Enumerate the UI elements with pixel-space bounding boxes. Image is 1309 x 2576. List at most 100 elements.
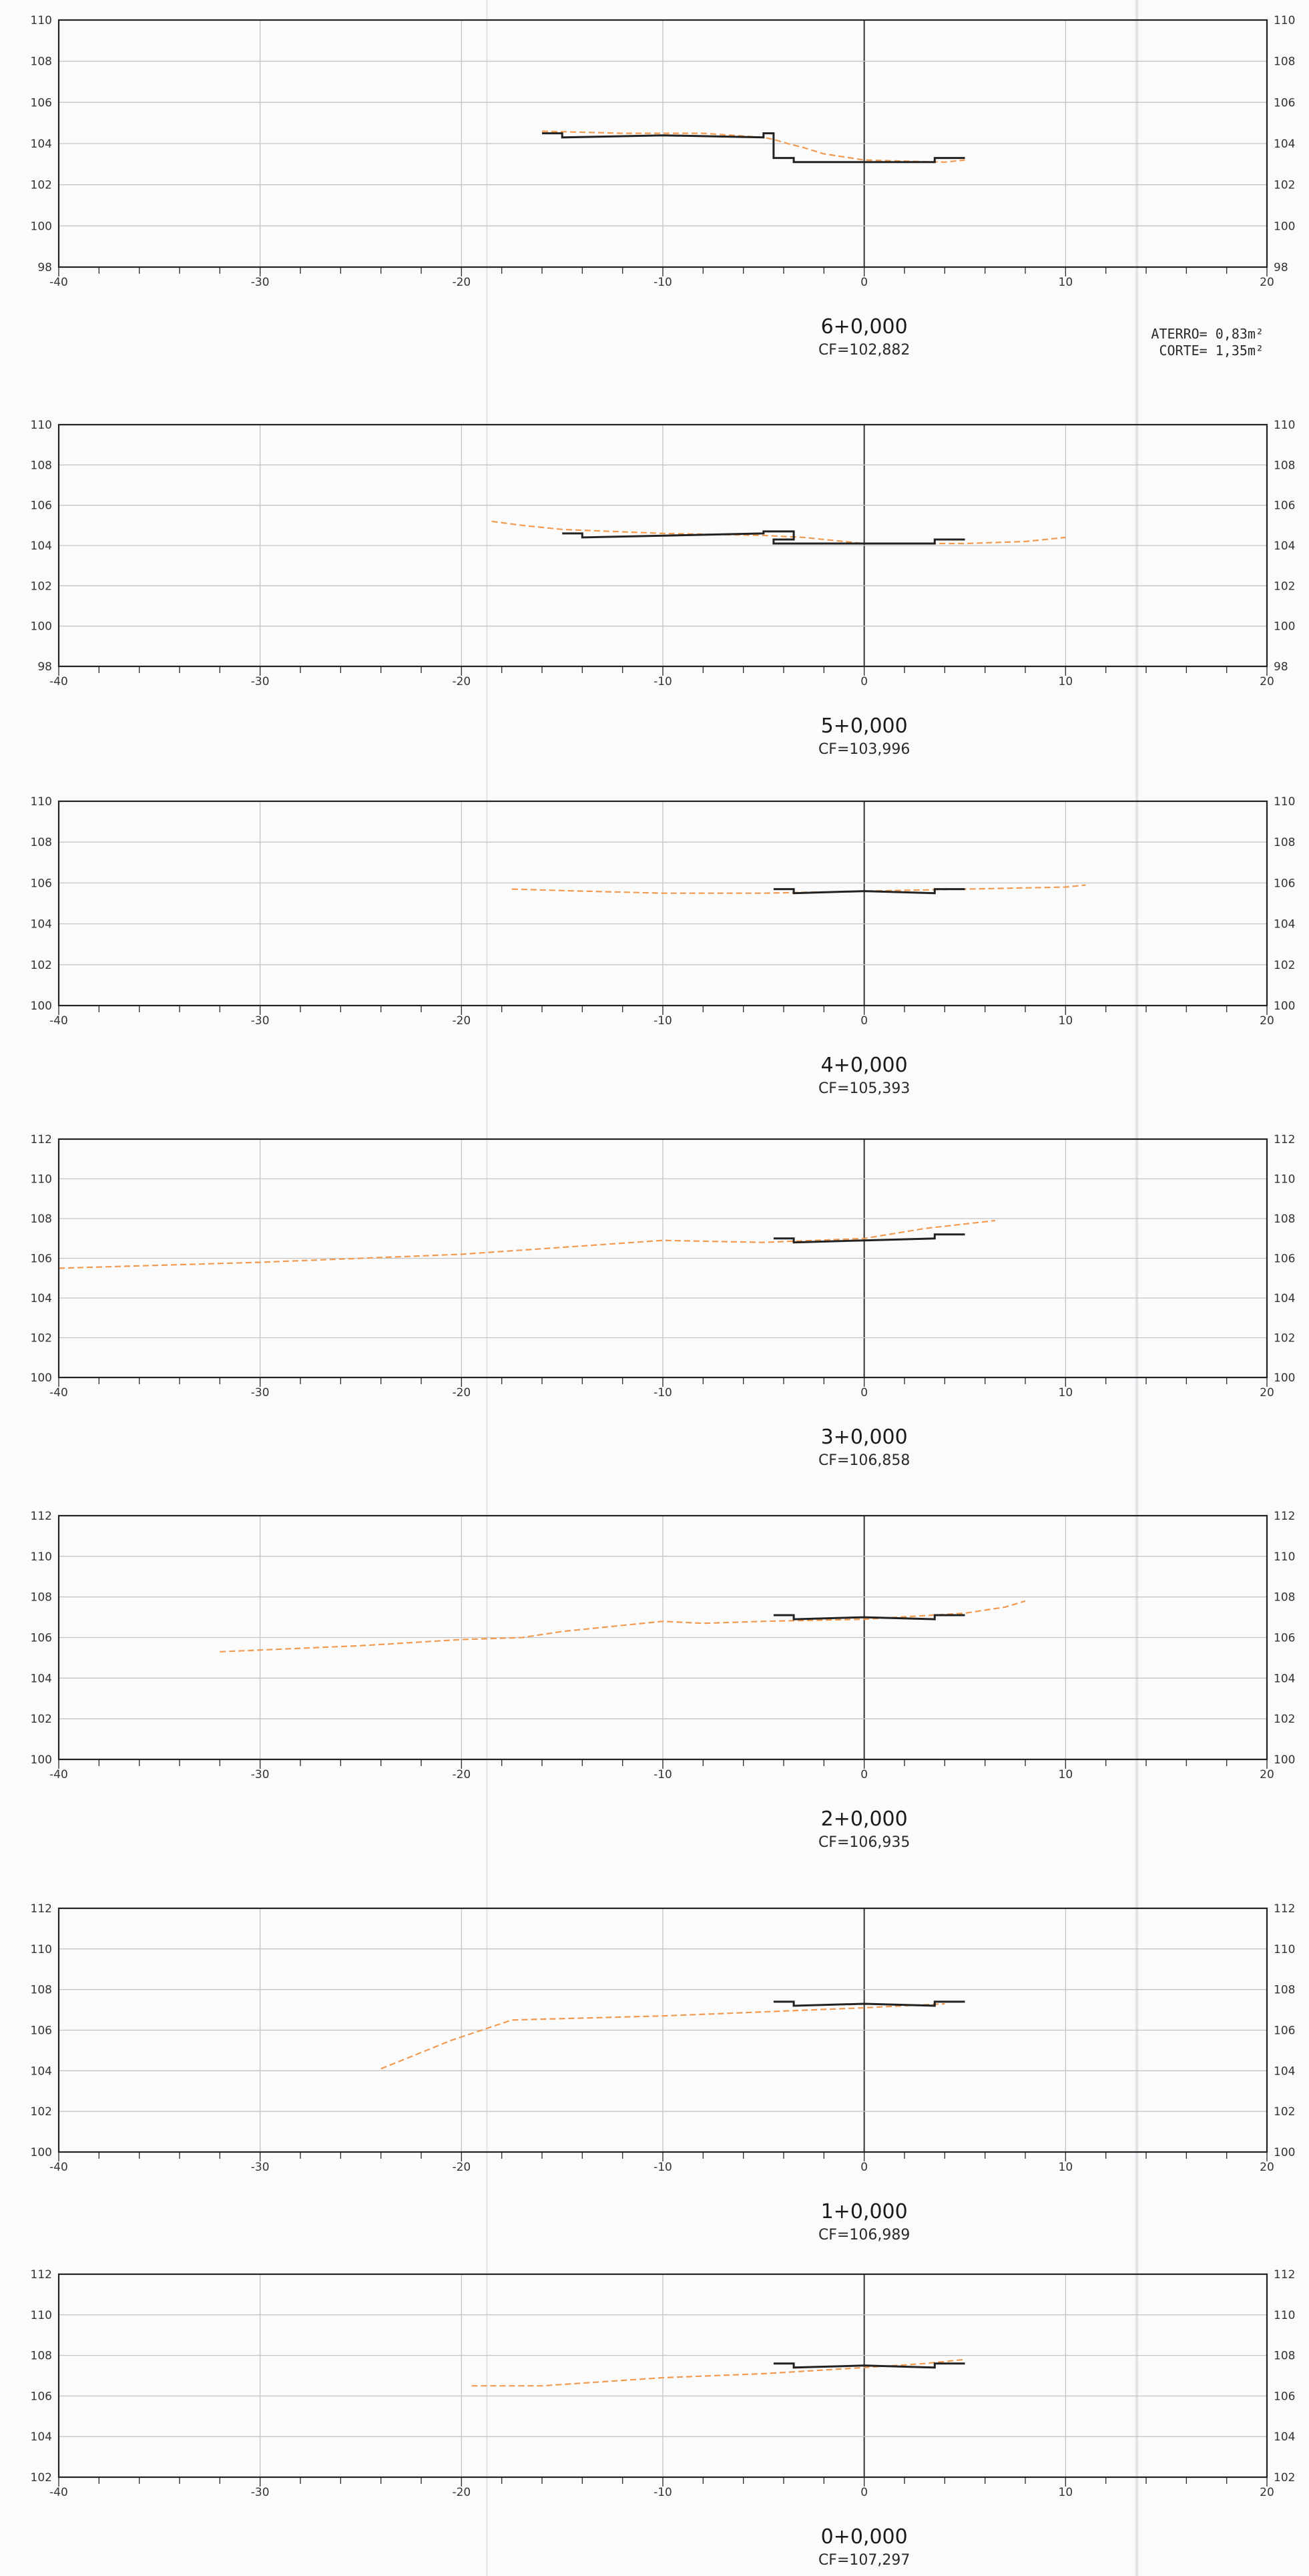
y-tick-label-right: 100 xyxy=(1274,1000,1295,1013)
y-tick-label-left: 102 xyxy=(31,2471,52,2485)
x-tick-label: 20 xyxy=(1260,2161,1274,2174)
y-tick-label-left: 98 xyxy=(37,261,52,274)
y-tick-label-right: 102 xyxy=(1274,580,1295,593)
plot-frame xyxy=(57,19,1268,268)
x-tick-label: -30 xyxy=(251,276,270,289)
y-tick-label-left: 100 xyxy=(31,220,52,233)
x-tick-label: -10 xyxy=(653,2486,672,2499)
y-tick-label-right: 106 xyxy=(1274,499,1295,513)
y-tick-label-left: 108 xyxy=(31,1984,52,1997)
y-tick-label-right: 104 xyxy=(1274,1672,1295,1685)
plot-frame xyxy=(57,2273,1268,2479)
y-tick-label-right: 110 xyxy=(1274,1943,1295,1956)
y-tick-label-right: 106 xyxy=(1274,1632,1295,1645)
y-tick-label-right: 102 xyxy=(1274,1713,1295,1726)
y-tick-label-right: 110 xyxy=(1274,795,1295,809)
plot-frame xyxy=(57,1514,1268,1761)
y-tick-label-left: 112 xyxy=(31,1902,52,1916)
x-tick-label: -30 xyxy=(251,1768,270,1781)
y-tick-label-left: 108 xyxy=(31,836,52,849)
y-tick-label-left: 104 xyxy=(31,1292,52,1305)
paper-fold-line xyxy=(1135,0,1139,2576)
y-tick-label-left: 104 xyxy=(31,2430,52,2444)
y-tick-label-right: 110 xyxy=(1274,1550,1295,1564)
y-tick-label-left: 100 xyxy=(31,620,52,634)
y-tick-label-right: 112 xyxy=(1274,2268,1295,2282)
y-tick-label-right: 100 xyxy=(1274,1753,1295,1767)
x-tick-label: 10 xyxy=(1059,276,1073,289)
y-tick-label-right: 98 xyxy=(1274,660,1288,674)
y-tick-label-left: 104 xyxy=(31,918,52,931)
station-title: 5+0,000 xyxy=(820,714,908,738)
x-tick-label: 10 xyxy=(1059,1014,1073,1028)
x-tick-label: -40 xyxy=(49,276,68,289)
x-tick-label: -30 xyxy=(251,2161,270,2174)
terrain-profile-line xyxy=(491,520,1066,545)
y-tick-label-left: 106 xyxy=(31,499,52,513)
y-tick-label-right: 106 xyxy=(1274,2390,1295,2403)
design-section-line xyxy=(773,2362,965,2369)
area-summary: ATERRO= 0,83m² CORTE= 1,35m² xyxy=(1090,326,1264,359)
terrain-profile-line xyxy=(380,2002,945,2070)
cf-elevation-label: CF=103,996 xyxy=(818,741,910,758)
station-title: 1+0,000 xyxy=(820,2200,908,2223)
station-title: 3+0,000 xyxy=(820,1426,908,1449)
paper-fold-line-faint xyxy=(486,0,488,2576)
terrain-profile-line xyxy=(220,1600,1026,1653)
y-tick-label-left: 108 xyxy=(31,1213,52,1226)
y-tick-label-right: 104 xyxy=(1274,918,1295,931)
y-tick-label-right: 112 xyxy=(1274,1902,1295,1916)
y-tick-label-right: 102 xyxy=(1274,2105,1295,2119)
y-tick-label-right: 108 xyxy=(1274,459,1295,472)
y-tick-label-right: 104 xyxy=(1274,138,1295,151)
y-tick-label-left: 98 xyxy=(37,660,52,674)
terrain-profile-line xyxy=(58,1219,995,1269)
plot-frame xyxy=(57,800,1268,1007)
y-tick-label-left: 106 xyxy=(31,96,52,110)
y-tick-label-left: 110 xyxy=(31,14,52,27)
x-tick-label: 10 xyxy=(1059,2161,1073,2174)
x-tick-label: 20 xyxy=(1260,1386,1274,1400)
cf-elevation-label: CF=106,989 xyxy=(818,2227,910,2243)
x-tick-label: -20 xyxy=(452,276,471,289)
area-label: CORTE= xyxy=(1159,343,1208,359)
y-tick-label-left: 106 xyxy=(31,1253,52,1266)
y-tick-label-left: 104 xyxy=(31,1672,52,1685)
cf-elevation-label: CF=107,297 xyxy=(818,2552,910,2569)
x-tick-label: 20 xyxy=(1260,2486,1274,2499)
y-tick-label-left: 108 xyxy=(31,2350,52,2363)
x-tick-label: -10 xyxy=(653,675,672,688)
area-value: 1,35m² xyxy=(1207,343,1264,359)
y-tick-label-right: 106 xyxy=(1274,1253,1295,1266)
cf-elevation-label: CF=106,935 xyxy=(818,1834,910,1851)
x-tick-label: 20 xyxy=(1260,1768,1274,1781)
y-tick-label-left: 110 xyxy=(31,1550,52,1564)
y-tick-label-left: 100 xyxy=(31,1371,52,1385)
y-tick-label-right: 108 xyxy=(1274,836,1295,849)
x-tick-label: -20 xyxy=(452,1768,471,1781)
y-tick-label-right: 106 xyxy=(1274,96,1295,110)
y-tick-label-left: 110 xyxy=(31,419,52,432)
y-tick-label-left: 102 xyxy=(31,1713,52,1726)
y-tick-label-left: 112 xyxy=(31,1510,52,1523)
y-tick-label-right: 98 xyxy=(1274,261,1288,274)
x-tick-label: 20 xyxy=(1260,1014,1274,1028)
design-section-line xyxy=(773,1233,965,1244)
y-tick-label-right: 102 xyxy=(1274,2471,1295,2485)
x-tick-label: -20 xyxy=(452,1386,471,1400)
x-tick-label: 0 xyxy=(860,675,868,688)
x-tick-label: 0 xyxy=(860,1768,868,1781)
x-tick-label: -30 xyxy=(251,1014,270,1028)
x-tick-label: -10 xyxy=(653,1386,672,1400)
x-tick-label: 10 xyxy=(1059,1386,1073,1400)
y-tick-label-right: 104 xyxy=(1274,540,1295,553)
y-tick-label-left: 100 xyxy=(31,1000,52,1013)
x-tick-label: -40 xyxy=(49,1386,68,1400)
terrain-profile-line xyxy=(511,884,1086,894)
y-tick-label-right: 100 xyxy=(1274,620,1295,634)
design-section-line xyxy=(562,530,965,545)
area-summary-row: CORTE= 1,35m² xyxy=(1090,343,1264,359)
